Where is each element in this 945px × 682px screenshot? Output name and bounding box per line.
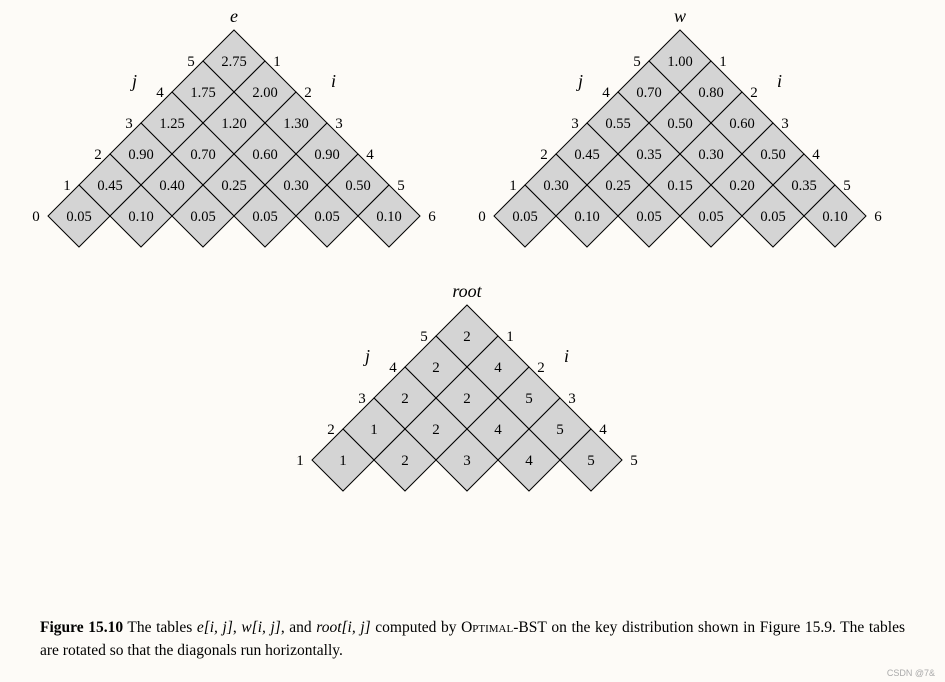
- root-j-label: 4: [389, 360, 397, 376]
- root-value: 5: [587, 453, 595, 469]
- root-j-label: 2: [327, 422, 335, 438]
- root-value: 5: [525, 391, 533, 407]
- figure-caption: Figure 15.10 The tables e[i, j], w[i, j]…: [40, 617, 905, 662]
- root-value: 2: [463, 329, 471, 345]
- root-value: 2: [401, 391, 409, 407]
- watermark: CSDN @7&: [887, 668, 935, 678]
- root-i-label: 3: [568, 391, 576, 407]
- root-value: 2: [463, 391, 471, 407]
- root-i-axis: i: [564, 346, 569, 366]
- root-value: 2: [432, 360, 440, 376]
- root-value: 4: [494, 360, 502, 376]
- root-value: 4: [525, 453, 533, 469]
- root-i-label: 4: [599, 422, 607, 438]
- figure-ref: Figure 15.10: [40, 619, 123, 636]
- root-title: root: [452, 281, 482, 301]
- root-value: 2: [432, 422, 440, 438]
- algorithm-name: Optimal-BST: [461, 619, 547, 636]
- root-value: 2: [401, 453, 409, 469]
- root-i-label: 5: [630, 453, 638, 469]
- root-j-label: 5: [420, 329, 428, 345]
- root-j-label: 1: [296, 453, 304, 469]
- root-j-axis: j: [363, 346, 370, 366]
- root-value: 1: [339, 453, 347, 469]
- root-value: 5: [556, 422, 564, 438]
- root-value: 3: [463, 453, 471, 469]
- root-j-label: 3: [358, 391, 366, 407]
- root-value: 4: [494, 422, 502, 438]
- root-value: 1: [370, 422, 378, 438]
- root-i-label: 2: [537, 360, 545, 376]
- root-i-label: 1: [506, 329, 514, 345]
